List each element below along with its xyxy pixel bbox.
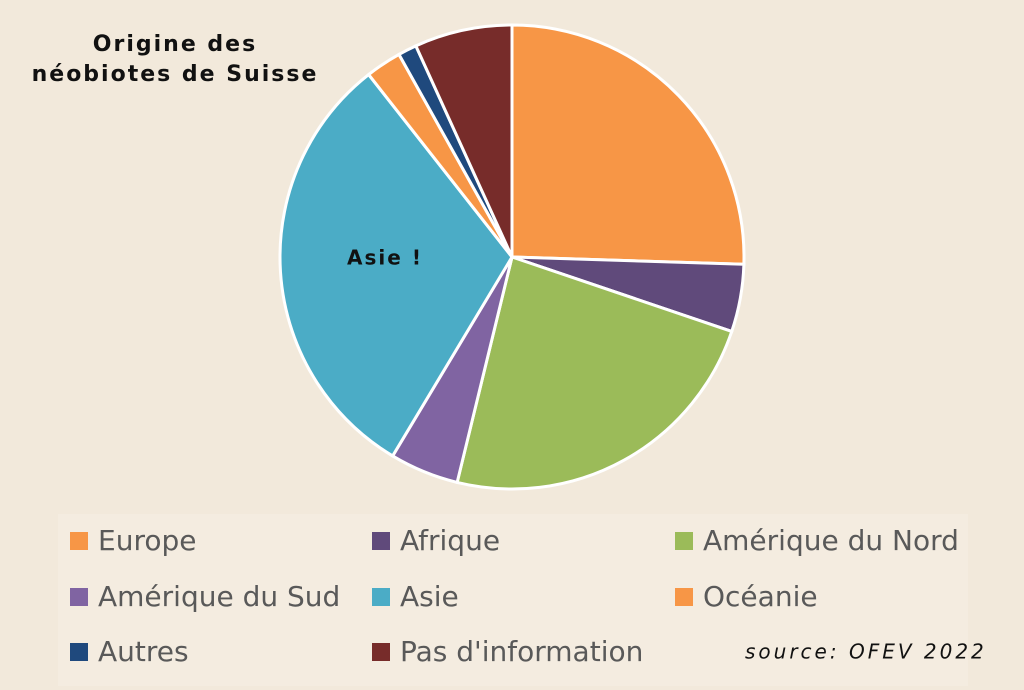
legend-label: Europe [98,524,196,557]
pie-slice [278,72,514,459]
legend-label: Autres [98,635,189,668]
legend-label: Amérique du Nord [703,524,959,557]
chart-title: Origine des néobiotes de Suisse [31,32,319,87]
legend-marker [372,532,390,550]
legend-box [58,514,968,686]
legend-label: Océanie [703,580,818,613]
legend-marker [70,532,88,550]
legend-marker [70,643,88,661]
legend-label: Afrique [400,524,500,557]
legend-label: Amérique du Sud [98,580,340,613]
legend-marker [675,532,693,550]
legend-marker [70,588,88,606]
annotation: Asie ! [347,246,423,270]
legend-marker [675,588,693,606]
legend-marker [372,643,390,661]
legend-label: Asie [400,580,459,613]
pie-slice [455,255,734,491]
pie [278,23,746,491]
pie-slice [510,23,746,266]
pie-slice [413,23,514,258]
legend-marker [372,588,390,606]
source: source: OFEV 2022 [745,640,987,664]
legend-label: Pas d'information [400,635,643,668]
